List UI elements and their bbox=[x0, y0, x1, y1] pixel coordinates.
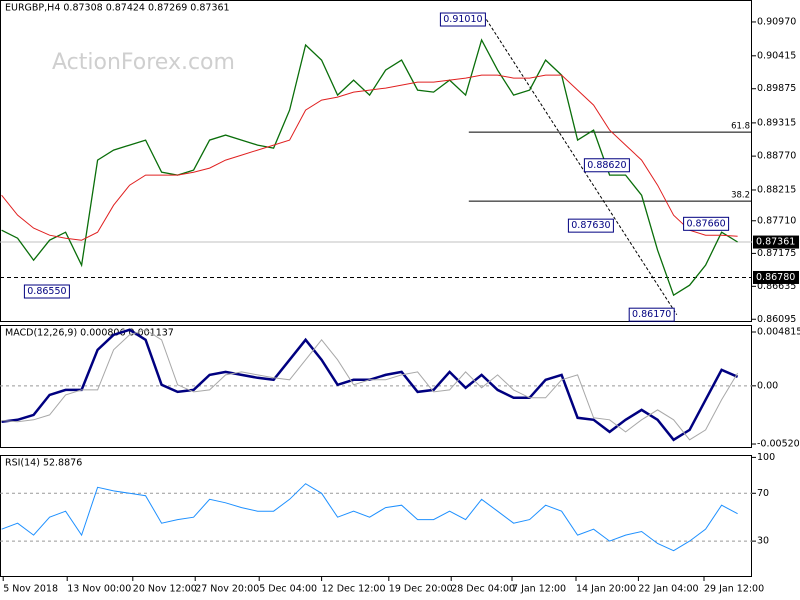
price-tag: 0.86170 bbox=[632, 309, 671, 320]
y-tick-label: 0.87710 bbox=[757, 215, 796, 226]
y-tick-label: 0.86095 bbox=[757, 314, 796, 325]
price-tag-box bbox=[567, 218, 614, 233]
price-tag-box bbox=[439, 12, 486, 27]
x-tick-label: 7 Jan 12:00 bbox=[512, 584, 566, 595]
x-tick-label: 19 Dec 20:00 bbox=[389, 584, 453, 595]
x-tick-label: 28 Dec 04:00 bbox=[451, 584, 515, 595]
price-tag: 0.86550 bbox=[27, 286, 66, 297]
x-tick-label: 14 Jan 20:00 bbox=[576, 584, 636, 595]
y-tick-label: -0.005204 bbox=[757, 439, 800, 450]
axis-price-label: 0.86780 bbox=[756, 272, 795, 283]
axis-price-label: 0.87361 bbox=[756, 237, 795, 248]
x-tick-label: 5 Dec 04:00 bbox=[259, 584, 317, 595]
fib-label: 61.8 bbox=[731, 122, 750, 132]
y-tick-label: 0.004815 bbox=[757, 326, 800, 337]
series-line bbox=[1, 329, 739, 441]
watermark: ActionForex.com bbox=[52, 50, 235, 75]
y-tick-label: 0.87175 bbox=[757, 248, 796, 259]
trend-line bbox=[485, 19, 678, 315]
x-tick-label: 22 Jan 04:00 bbox=[638, 584, 698, 595]
x-tick-label: 27 Nov 20:00 bbox=[195, 584, 259, 595]
x-tick-label: 12 Dec 12:00 bbox=[322, 584, 386, 595]
price-tag: 0.87630 bbox=[571, 220, 610, 231]
y-tick-label: 100 bbox=[757, 452, 775, 463]
y-tick-label: 70 bbox=[757, 488, 769, 499]
x-tick-label: 20 Nov 12:00 bbox=[133, 584, 197, 595]
price-tag: 0.91010 bbox=[443, 14, 482, 25]
panel-title: MACD(12,26,9) 0.000806 0.001137 bbox=[5, 328, 174, 339]
y-tick-label: 0.90415 bbox=[757, 50, 796, 61]
y-tick-label: 0.00 bbox=[757, 380, 778, 391]
fib-label: 38.2 bbox=[731, 191, 750, 201]
series-line bbox=[1, 483, 738, 552]
price-tag-box bbox=[683, 216, 730, 231]
y-tick-label: 0.86635 bbox=[757, 281, 796, 292]
series-line bbox=[1, 74, 738, 241]
price-tag-box bbox=[23, 284, 70, 299]
y-tick-label: 30 bbox=[757, 536, 769, 547]
y-tick-label: 0.88215 bbox=[757, 184, 796, 195]
panel-title: EURGBP,H4 0.87308 0.87424 0.87269 0.8736… bbox=[5, 3, 230, 14]
y-tick-label: 0.89315 bbox=[757, 117, 796, 128]
price-tag: 0.87660 bbox=[686, 218, 725, 229]
series-line bbox=[1, 38, 738, 297]
x-tick-label: 5 Nov 2018 bbox=[3, 584, 58, 595]
price-tag: 0.88620 bbox=[587, 160, 626, 171]
y-tick-label: 0.89875 bbox=[757, 83, 796, 94]
x-tick-label: 29 Jan 12:00 bbox=[704, 584, 764, 595]
price-tag-box bbox=[628, 307, 675, 322]
axis-price-box bbox=[753, 235, 799, 249]
y-tick-label: 0.88770 bbox=[757, 151, 796, 162]
y-tick-label: 0.90970 bbox=[757, 16, 796, 27]
panel-frame bbox=[0, 325, 752, 448]
x-tick-label: 13 Nov 00:00 bbox=[67, 584, 131, 595]
panel-frame bbox=[0, 0, 752, 322]
panel-frame bbox=[0, 455, 752, 577]
axis-price-box bbox=[753, 270, 799, 284]
price-tag-box bbox=[583, 158, 630, 173]
panel-title: RSI(14) 52.8876 bbox=[5, 458, 82, 469]
